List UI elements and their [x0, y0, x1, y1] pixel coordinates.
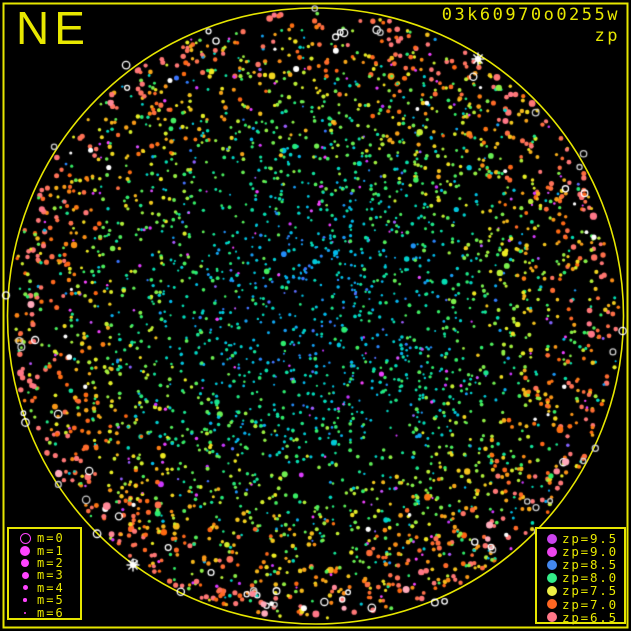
legend-dot-cell [13, 571, 37, 579]
zp-color-dot [546, 572, 557, 583]
legend-dot-cell [541, 599, 562, 610]
magnitude-symbol-dot [20, 558, 30, 568]
magnitude-symbol-dot [19, 532, 31, 544]
magnitude-symbol-dot [22, 585, 28, 591]
zp-color-dot [546, 559, 557, 570]
magnitude-symbol-dot [24, 611, 26, 614]
magnitude-legend-row: m=1 [13, 543, 80, 558]
legend-dot-cell [541, 533, 562, 544]
zp-legend-row: zp=9.5 [541, 531, 624, 547]
legend-label: zp=7.0 [562, 596, 618, 612]
legend-label: m=3 [37, 568, 65, 583]
zp-color-dot [546, 585, 557, 596]
legend-label: zp=8.5 [562, 557, 618, 573]
legend-dot-cell [13, 545, 37, 556]
magnitude-legend-row: m=6 [13, 605, 80, 620]
legend-dot-cell [13, 611, 37, 614]
plate-title: 03k60970o0255w [441, 5, 620, 25]
magnitude-legend: m=0 m=1 m=2 m=3 m=4 m=5 m=6 [7, 527, 82, 620]
zp-color-dot [546, 612, 557, 623]
zp-legend-row: zp=8.0 [541, 570, 624, 586]
legend-label: zp=9.0 [562, 544, 618, 560]
legend-label: m=5 [37, 593, 65, 608]
magnitude-legend-row: m=4 [13, 580, 80, 595]
legend-label: m=1 [37, 543, 65, 558]
legend-label: m=2 [37, 555, 65, 570]
legend-dot-cell [13, 532, 37, 544]
magnitude-legend-row: m=0 [13, 531, 80, 546]
legend-dot-cell [541, 572, 562, 583]
title-block: 03k60970o0255w zp [442, 5, 620, 47]
magnitude-symbol-dot [23, 598, 27, 602]
zp-legend-row: zp=8.5 [541, 557, 624, 573]
legend-dot-cell [13, 558, 37, 568]
colormap-label: zp [594, 26, 620, 46]
zp-legend-row: zp=6.5 [541, 609, 624, 625]
legend-label: m=4 [37, 580, 65, 595]
zp-color-dot [546, 599, 557, 610]
field-direction-label: NE [16, 2, 90, 54]
legend-label: zp=7.5 [562, 583, 618, 599]
legend-dot-cell [541, 546, 562, 557]
zp-color-dot [546, 546, 557, 557]
zp-color-legend: zp=9.5 zp=9.0 zp=8.5 zp=8.0 zp=7.5 zp=7.0 zp=6… [535, 527, 626, 625]
legend-label: m=0 [37, 531, 65, 546]
legend-label: m=6 [37, 605, 65, 620]
zp-legend-row: zp=7.0 [541, 596, 624, 612]
legend-dot-cell [541, 612, 562, 623]
legend-dot-cell [13, 585, 37, 591]
zp-legend-row: zp=7.5 [541, 583, 624, 599]
legend-dot-cell [541, 585, 562, 596]
legend-dot-cell [13, 598, 37, 602]
legend-dot-cell [541, 559, 562, 570]
magnitude-symbol-dot [20, 545, 30, 556]
legend-label: zp=9.5 [562, 531, 618, 547]
magnitude-legend-row: m=3 [13, 568, 80, 583]
magnitude-legend-row: m=2 [13, 555, 80, 570]
zp-color-dot [546, 533, 557, 544]
zp-legend-row: zp=9.0 [541, 544, 624, 560]
legend-label: zp=8.0 [562, 570, 618, 586]
magnitude-legend-row: m=5 [13, 593, 80, 608]
magnitude-symbol-dot [21, 571, 29, 579]
legend-label: zp=6.5 [562, 609, 618, 625]
